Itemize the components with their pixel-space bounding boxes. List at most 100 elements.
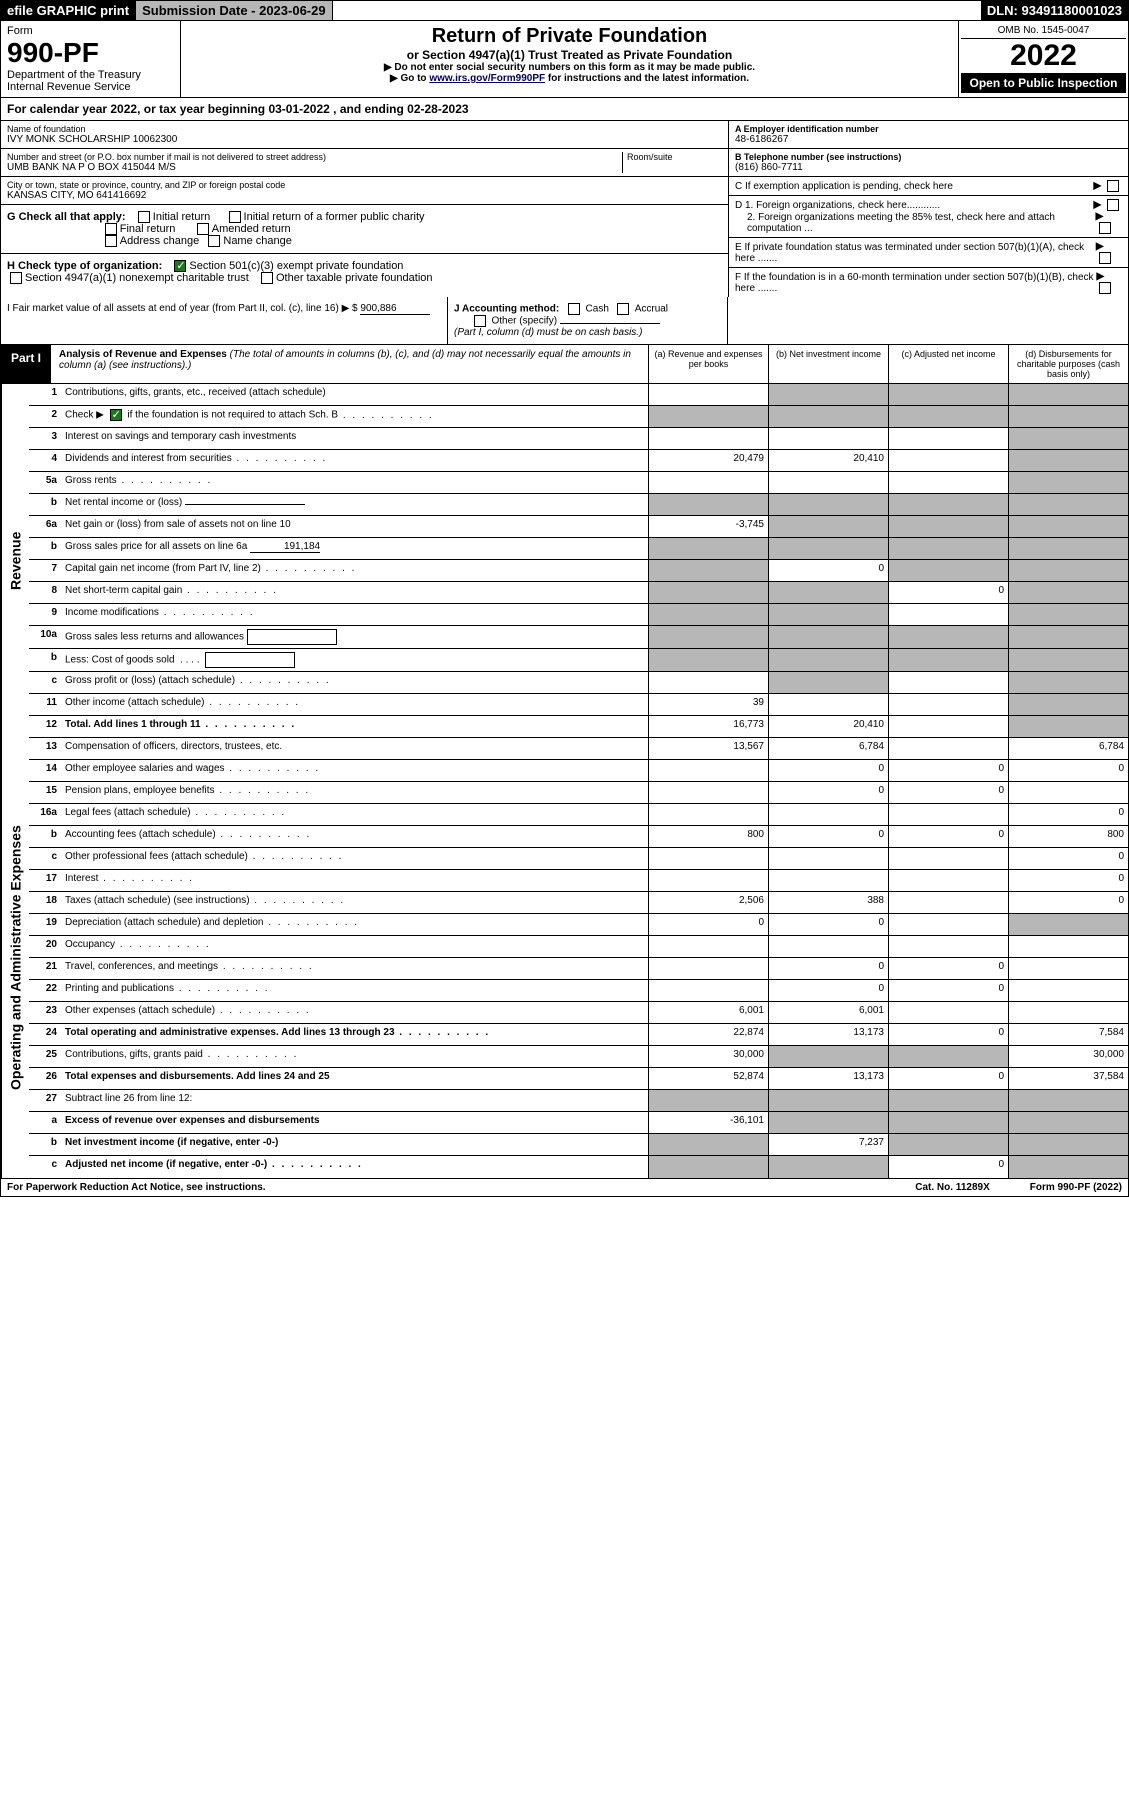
line2-desc: Check ▶ if the foundation is not require…: [61, 406, 648, 427]
line13-desc: Compensation of officers, directors, tru…: [61, 738, 648, 759]
form-header: Form 990-PF Department of the Treasury I…: [0, 21, 1129, 98]
h-o1: Section 501(c)(3) exempt private foundat…: [189, 260, 403, 272]
cash-checkbox[interactable]: [568, 303, 580, 315]
dln-label: DLN: 93491180001023: [981, 1, 1128, 20]
room-label: Room/suite: [627, 152, 722, 162]
e-checkbox[interactable]: [1099, 252, 1111, 264]
line14-c: 0: [888, 760, 1008, 781]
line20-desc: Occupancy: [61, 936, 648, 957]
col-a-header: (a) Revenue and expenses per books: [648, 345, 768, 383]
line4-a: 20,479: [648, 450, 768, 471]
d2-checkbox[interactable]: [1099, 222, 1111, 234]
addr-label: Number and street (or P.O. box number if…: [7, 152, 622, 162]
line27-desc: Subtract line 26 from line 12:: [61, 1090, 648, 1111]
line5a-desc: Gross rents: [61, 472, 648, 493]
line24-a: 22,874: [648, 1024, 768, 1045]
line11-a: 39: [648, 694, 768, 715]
other-taxable-checkbox[interactable]: [261, 272, 273, 284]
former-charity-checkbox[interactable]: [229, 211, 241, 223]
j-accrual: Accrual: [635, 304, 668, 315]
line27a-a: -36,101: [648, 1112, 768, 1133]
h-label: H Check type of organization:: [7, 260, 162, 272]
line9-desc: Income modifications: [61, 604, 648, 625]
j-label: J Accounting method:: [454, 304, 559, 315]
tax-year: 2022: [961, 39, 1126, 73]
part1-label: Part I: [1, 345, 51, 383]
line27c-desc: Adjusted net income (if negative, enter …: [61, 1156, 648, 1178]
line25-d: 30,000: [1008, 1046, 1128, 1067]
line16b-d: 800: [1008, 826, 1128, 847]
line26-b: 13,173: [768, 1068, 888, 1089]
line19-a: 0: [648, 914, 768, 935]
f-checkbox[interactable]: [1099, 282, 1111, 294]
goto-pre: ▶ Go to: [390, 73, 429, 84]
amended-return-checkbox[interactable]: [197, 223, 209, 235]
final-return-checkbox[interactable]: [105, 223, 117, 235]
g-o5: Amended return: [212, 223, 291, 235]
line14-d: 0: [1008, 760, 1128, 781]
line16b-a: 800: [648, 826, 768, 847]
initial-return-checkbox[interactable]: [138, 211, 150, 223]
h-o2: Section 4947(a)(1) nonexempt charitable …: [25, 272, 249, 284]
name-change-checkbox[interactable]: [208, 235, 220, 247]
line18-a: 2,506: [648, 892, 768, 913]
line3-desc: Interest on savings and temporary cash i…: [61, 428, 648, 449]
line12-a: 16,773: [648, 716, 768, 737]
section-h: H Check type of organization: Section 50…: [1, 254, 728, 290]
line16a-desc: Legal fees (attach schedule): [61, 804, 648, 825]
line12-desc: Total. Add lines 1 through 11: [61, 716, 648, 737]
fmv-value: 900,886: [360, 303, 430, 315]
d1-checkbox[interactable]: [1107, 199, 1119, 211]
form-subtitle: or Section 4947(a)(1) Trust Treated as P…: [187, 48, 952, 62]
name-label: Name of foundation: [7, 124, 722, 134]
goto-post: for instructions and the latest informat…: [545, 73, 749, 84]
line18-b: 388: [768, 892, 888, 913]
omb-number: OMB No. 1545-0047: [961, 23, 1126, 39]
form-number: 990-PF: [7, 37, 174, 69]
c-checkbox[interactable]: [1107, 180, 1119, 192]
col-b-header: (b) Net investment income: [768, 345, 888, 383]
address-change-checkbox[interactable]: [105, 235, 117, 247]
line17-d: 0: [1008, 870, 1128, 891]
line17-desc: Interest: [61, 870, 648, 891]
line4-desc: Dividends and interest from securities: [61, 450, 648, 471]
line16b-desc: Accounting fees (attach schedule): [61, 826, 648, 847]
phone-value: (816) 860-7711: [735, 162, 1122, 173]
line10a-desc: Gross sales less returns and allowances: [61, 626, 648, 648]
accrual-checkbox[interactable]: [617, 303, 629, 315]
line16c-d: 0: [1008, 848, 1128, 869]
ein-value: 48-6186267: [735, 134, 1122, 145]
j-cash: Cash: [586, 304, 609, 315]
line10c-desc: Gross profit or (loss) (attach schedule): [61, 672, 648, 693]
dept-label: Department of the Treasury: [7, 69, 174, 81]
line13-a: 13,567: [648, 738, 768, 759]
line24-d: 7,584: [1008, 1024, 1128, 1045]
line16b-c: 0: [888, 826, 1008, 847]
line27b-desc: Net investment income (if negative, ente…: [61, 1134, 648, 1155]
4947-checkbox[interactable]: [10, 272, 22, 284]
schb-checkbox[interactable]: [110, 409, 122, 421]
form990pf-link[interactable]: www.irs.gov/Form990PF: [429, 73, 545, 84]
line22-b: 0: [768, 980, 888, 1001]
line22-c: 0: [888, 980, 1008, 1001]
form-ref: Form 990-PF (2022): [1030, 1182, 1122, 1193]
efile-print-button[interactable]: efile GRAPHIC print: [1, 1, 135, 20]
ein-label: A Employer identification number: [735, 124, 1122, 134]
j-note: (Part I, column (d) must be on cash basi…: [454, 327, 642, 338]
e-label: E If private foundation status was termi…: [735, 242, 1096, 264]
g-o1: Initial return: [153, 211, 210, 223]
expenses-side-label: Operating and Administrative Expenses: [1, 738, 29, 1178]
line4-b: 20,410: [768, 450, 888, 471]
line14-desc: Other employee salaries and wages: [61, 760, 648, 781]
cat-number: Cat. No. 11289X: [915, 1182, 989, 1193]
part1-title: Analysis of Revenue and Expenses: [59, 349, 227, 360]
other-method-checkbox[interactable]: [474, 315, 486, 327]
501c3-checkbox[interactable]: [174, 260, 186, 272]
line7-b: 0: [768, 560, 888, 581]
form-title: Return of Private Foundation: [187, 25, 952, 48]
revenue-section: Revenue 1Contributions, gifts, grants, e…: [0, 384, 1129, 738]
line16b-b: 0: [768, 826, 888, 847]
open-inspection: Open to Public Inspection: [961, 73, 1126, 93]
line14-b: 0: [768, 760, 888, 781]
line26-desc: Total expenses and disbursements. Add li…: [61, 1068, 648, 1089]
